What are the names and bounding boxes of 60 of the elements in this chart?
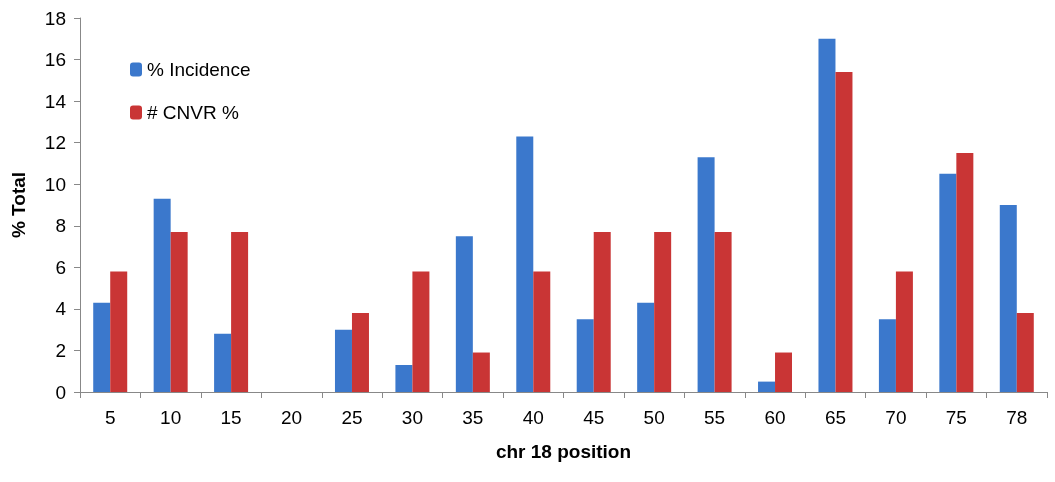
y-tick-label: 0 (55, 381, 66, 403)
x-tick-label: 55 (704, 407, 726, 428)
bar (533, 271, 551, 392)
x-tick-label: 25 (341, 407, 363, 428)
bar (878, 319, 896, 392)
y-tick-label: 14 (44, 90, 67, 112)
bar (593, 232, 611, 392)
bar (351, 313, 369, 392)
bar (214, 333, 232, 392)
bar (758, 381, 776, 392)
x-tick-label: 65 (824, 407, 847, 428)
x-tick-label: 50 (643, 407, 665, 428)
bar (93, 302, 111, 392)
bar (637, 302, 655, 392)
bar (170, 232, 188, 392)
x-tick-label: 60 (764, 407, 786, 428)
x-tick-label: 75 (945, 407, 967, 428)
bar (334, 329, 352, 392)
y-tick-label: 6 (55, 256, 66, 278)
y-tick-label: 12 (44, 132, 66, 154)
bar (412, 271, 430, 392)
bar (231, 232, 249, 392)
bar (895, 271, 913, 392)
bar (654, 232, 672, 392)
bar (775, 352, 793, 392)
bar (1016, 313, 1034, 392)
y-tick-label: 18 (44, 7, 66, 29)
y-tick-label: 8 (55, 215, 66, 237)
x-tick-label: 35 (462, 407, 484, 428)
x-tick-label: 20 (280, 407, 303, 428)
y-axis-title: % Total (8, 171, 29, 239)
x-tick-label: 45 (583, 407, 605, 428)
x-tick-label: 5 (104, 407, 116, 428)
bar (939, 173, 957, 392)
bar (818, 38, 836, 392)
x-tick-label: 10 (160, 407, 182, 428)
x-tick-label: 78 (1006, 407, 1028, 428)
bar (697, 157, 715, 392)
bar (395, 364, 413, 392)
x-axis-title: chr 18 position (495, 441, 632, 462)
bar (999, 205, 1017, 392)
bar (516, 136, 534, 392)
bar (576, 319, 594, 392)
x-tick-label: 15 (220, 407, 242, 428)
x-tick-label: 40 (522, 407, 544, 428)
bar (835, 72, 853, 392)
bar (153, 198, 171, 392)
legend-label: % Incidence (147, 59, 251, 80)
y-tick-label: 10 (44, 173, 66, 195)
x-tick-label: 30 (401, 407, 423, 428)
bar (956, 153, 974, 392)
x-tick-label: 70 (885, 407, 907, 428)
y-tick-label: 2 (55, 339, 66, 361)
bar (714, 232, 732, 392)
legend-label: # CNVR % (147, 102, 239, 123)
bar (110, 271, 128, 392)
y-tick-label: 4 (55, 298, 67, 320)
bar (455, 236, 473, 392)
bar (472, 352, 490, 392)
y-tick-label: 16 (44, 49, 66, 71)
